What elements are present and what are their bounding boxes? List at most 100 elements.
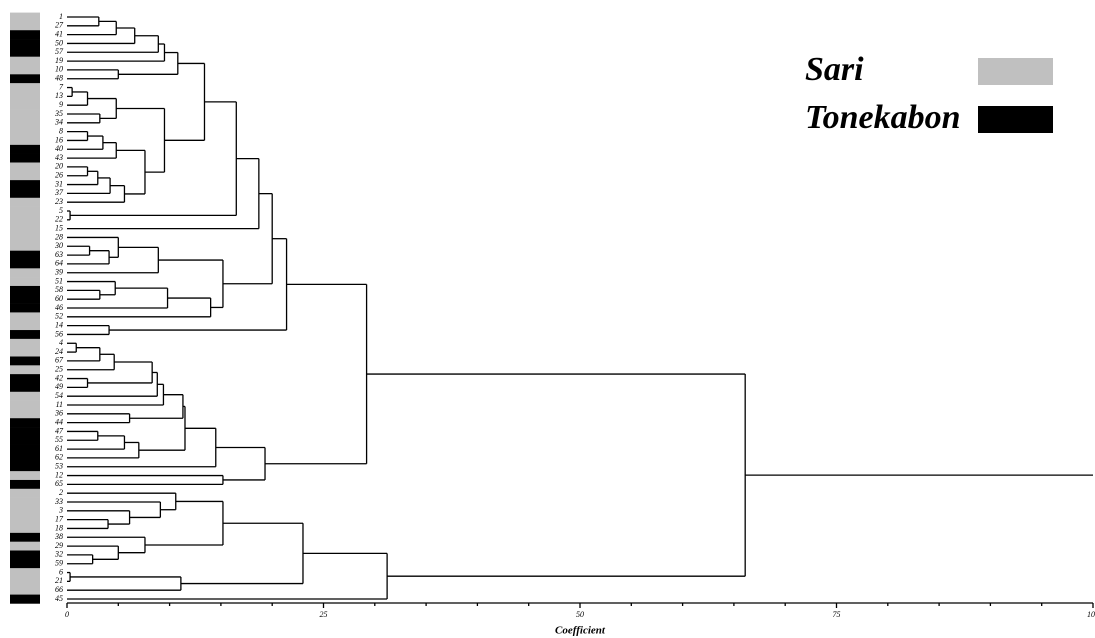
leaf-label: 24 (55, 347, 63, 356)
group-cell (10, 206, 40, 216)
group-cell (10, 400, 40, 410)
group-cell (10, 294, 40, 304)
leaf-label: 31 (54, 179, 63, 188)
group-cell (10, 268, 40, 278)
leaf-label: 48 (55, 74, 63, 83)
leaf-label: 23 (55, 197, 63, 206)
leaf-label: 11 (56, 400, 63, 409)
leaf-label: 5 (59, 206, 63, 215)
group-cell (10, 541, 40, 551)
group-cell (10, 594, 40, 604)
leaf-label: 13 (55, 91, 63, 100)
group-cell (10, 321, 40, 331)
group-cell (10, 215, 40, 225)
leaf-label: 45 (55, 594, 63, 603)
leaf-label: 43 (55, 153, 63, 162)
group-cell (10, 285, 40, 296)
group-cell (10, 136, 40, 146)
group-cell (10, 224, 40, 234)
group-cell (10, 303, 40, 313)
leaf-label: 37 (54, 188, 64, 197)
group-cell (10, 100, 40, 110)
group-cell (10, 74, 40, 84)
leaf-label: 55 (55, 435, 63, 444)
group-cell (10, 250, 40, 260)
leaf-label: 35 (54, 109, 63, 118)
leaf-label: 44 (55, 417, 63, 426)
x-tick-label: 0 (65, 610, 69, 619)
x-tick-label: 25 (320, 610, 328, 619)
group-cell (10, 144, 40, 154)
leaf-label: 59 (55, 559, 63, 568)
group-cell (10, 39, 40, 49)
leaf-label: 63 (55, 250, 63, 259)
group-cell (10, 418, 40, 428)
leaf-label: 38 (54, 532, 63, 541)
leaf-label: 41 (55, 29, 63, 38)
group-cell (10, 118, 40, 128)
group-cell (10, 576, 40, 587)
group-cell (10, 479, 40, 490)
leaf-label: 33 (54, 497, 63, 506)
x-tick-label: 50 (576, 610, 584, 619)
leaf-label: 18 (55, 523, 63, 532)
leaf-label: 21 (55, 576, 63, 585)
leaf-label: 56 (55, 329, 63, 338)
group-cell (10, 391, 40, 401)
legend-swatch (978, 58, 1053, 85)
group-cell (10, 435, 40, 445)
leaf-label: 39 (54, 268, 63, 277)
group-cell (10, 471, 40, 481)
leaf-label: 30 (54, 241, 63, 250)
group-cell (10, 47, 40, 57)
group-cell (10, 188, 40, 199)
group-cell (10, 65, 40, 75)
group-cell (10, 241, 40, 251)
leaf-label: 34 (54, 118, 63, 127)
leaf-label: 32 (54, 550, 63, 559)
leaf-label: 54 (55, 391, 63, 400)
leaf-label: 8 (59, 126, 63, 135)
x-tick-label: 100 (1087, 610, 1095, 619)
leaf-label: 62 (55, 453, 63, 462)
group-cell (10, 550, 40, 560)
group-cell (10, 330, 40, 340)
group-cell (10, 259, 40, 269)
leaf-label: 27 (55, 21, 64, 30)
group-cell (10, 109, 40, 119)
leaf-label: 17 (55, 514, 64, 523)
group-cell (10, 515, 40, 525)
leaf-label: 61 (55, 444, 63, 453)
leaf-label: 1 (59, 12, 63, 21)
group-cell (10, 374, 40, 384)
leaf-label: 42 (55, 373, 63, 382)
group-cell (10, 83, 40, 93)
group-cell (10, 21, 40, 31)
leaf-label: 50 (55, 38, 63, 47)
leaf-label: 57 (55, 47, 64, 56)
leaf-label: 60 (55, 294, 63, 303)
leaf-label: 15 (55, 223, 63, 232)
group-cell (10, 162, 40, 172)
leaf-label: 26 (55, 171, 63, 180)
group-cell (10, 427, 40, 437)
group-cell (10, 559, 40, 569)
leaf-label: 36 (54, 409, 63, 418)
leaf-label: 19 (55, 56, 63, 65)
leaf-label: 6 (59, 567, 63, 576)
group-cell (10, 197, 40, 207)
group-cell (10, 356, 40, 366)
leaf-label: 52 (55, 312, 63, 321)
x-tick-label: 75 (833, 610, 841, 619)
group-cell (10, 91, 40, 102)
group-cell (10, 453, 40, 463)
leaf-label: 10 (55, 65, 63, 74)
leaf-label: 49 (55, 382, 63, 391)
group-cell (10, 30, 40, 40)
leaf-label: 16 (55, 135, 63, 144)
group-cell (10, 568, 40, 578)
leaf-label: 14 (55, 320, 63, 329)
group-cell (10, 171, 40, 181)
leaf-label: 64 (55, 259, 63, 268)
